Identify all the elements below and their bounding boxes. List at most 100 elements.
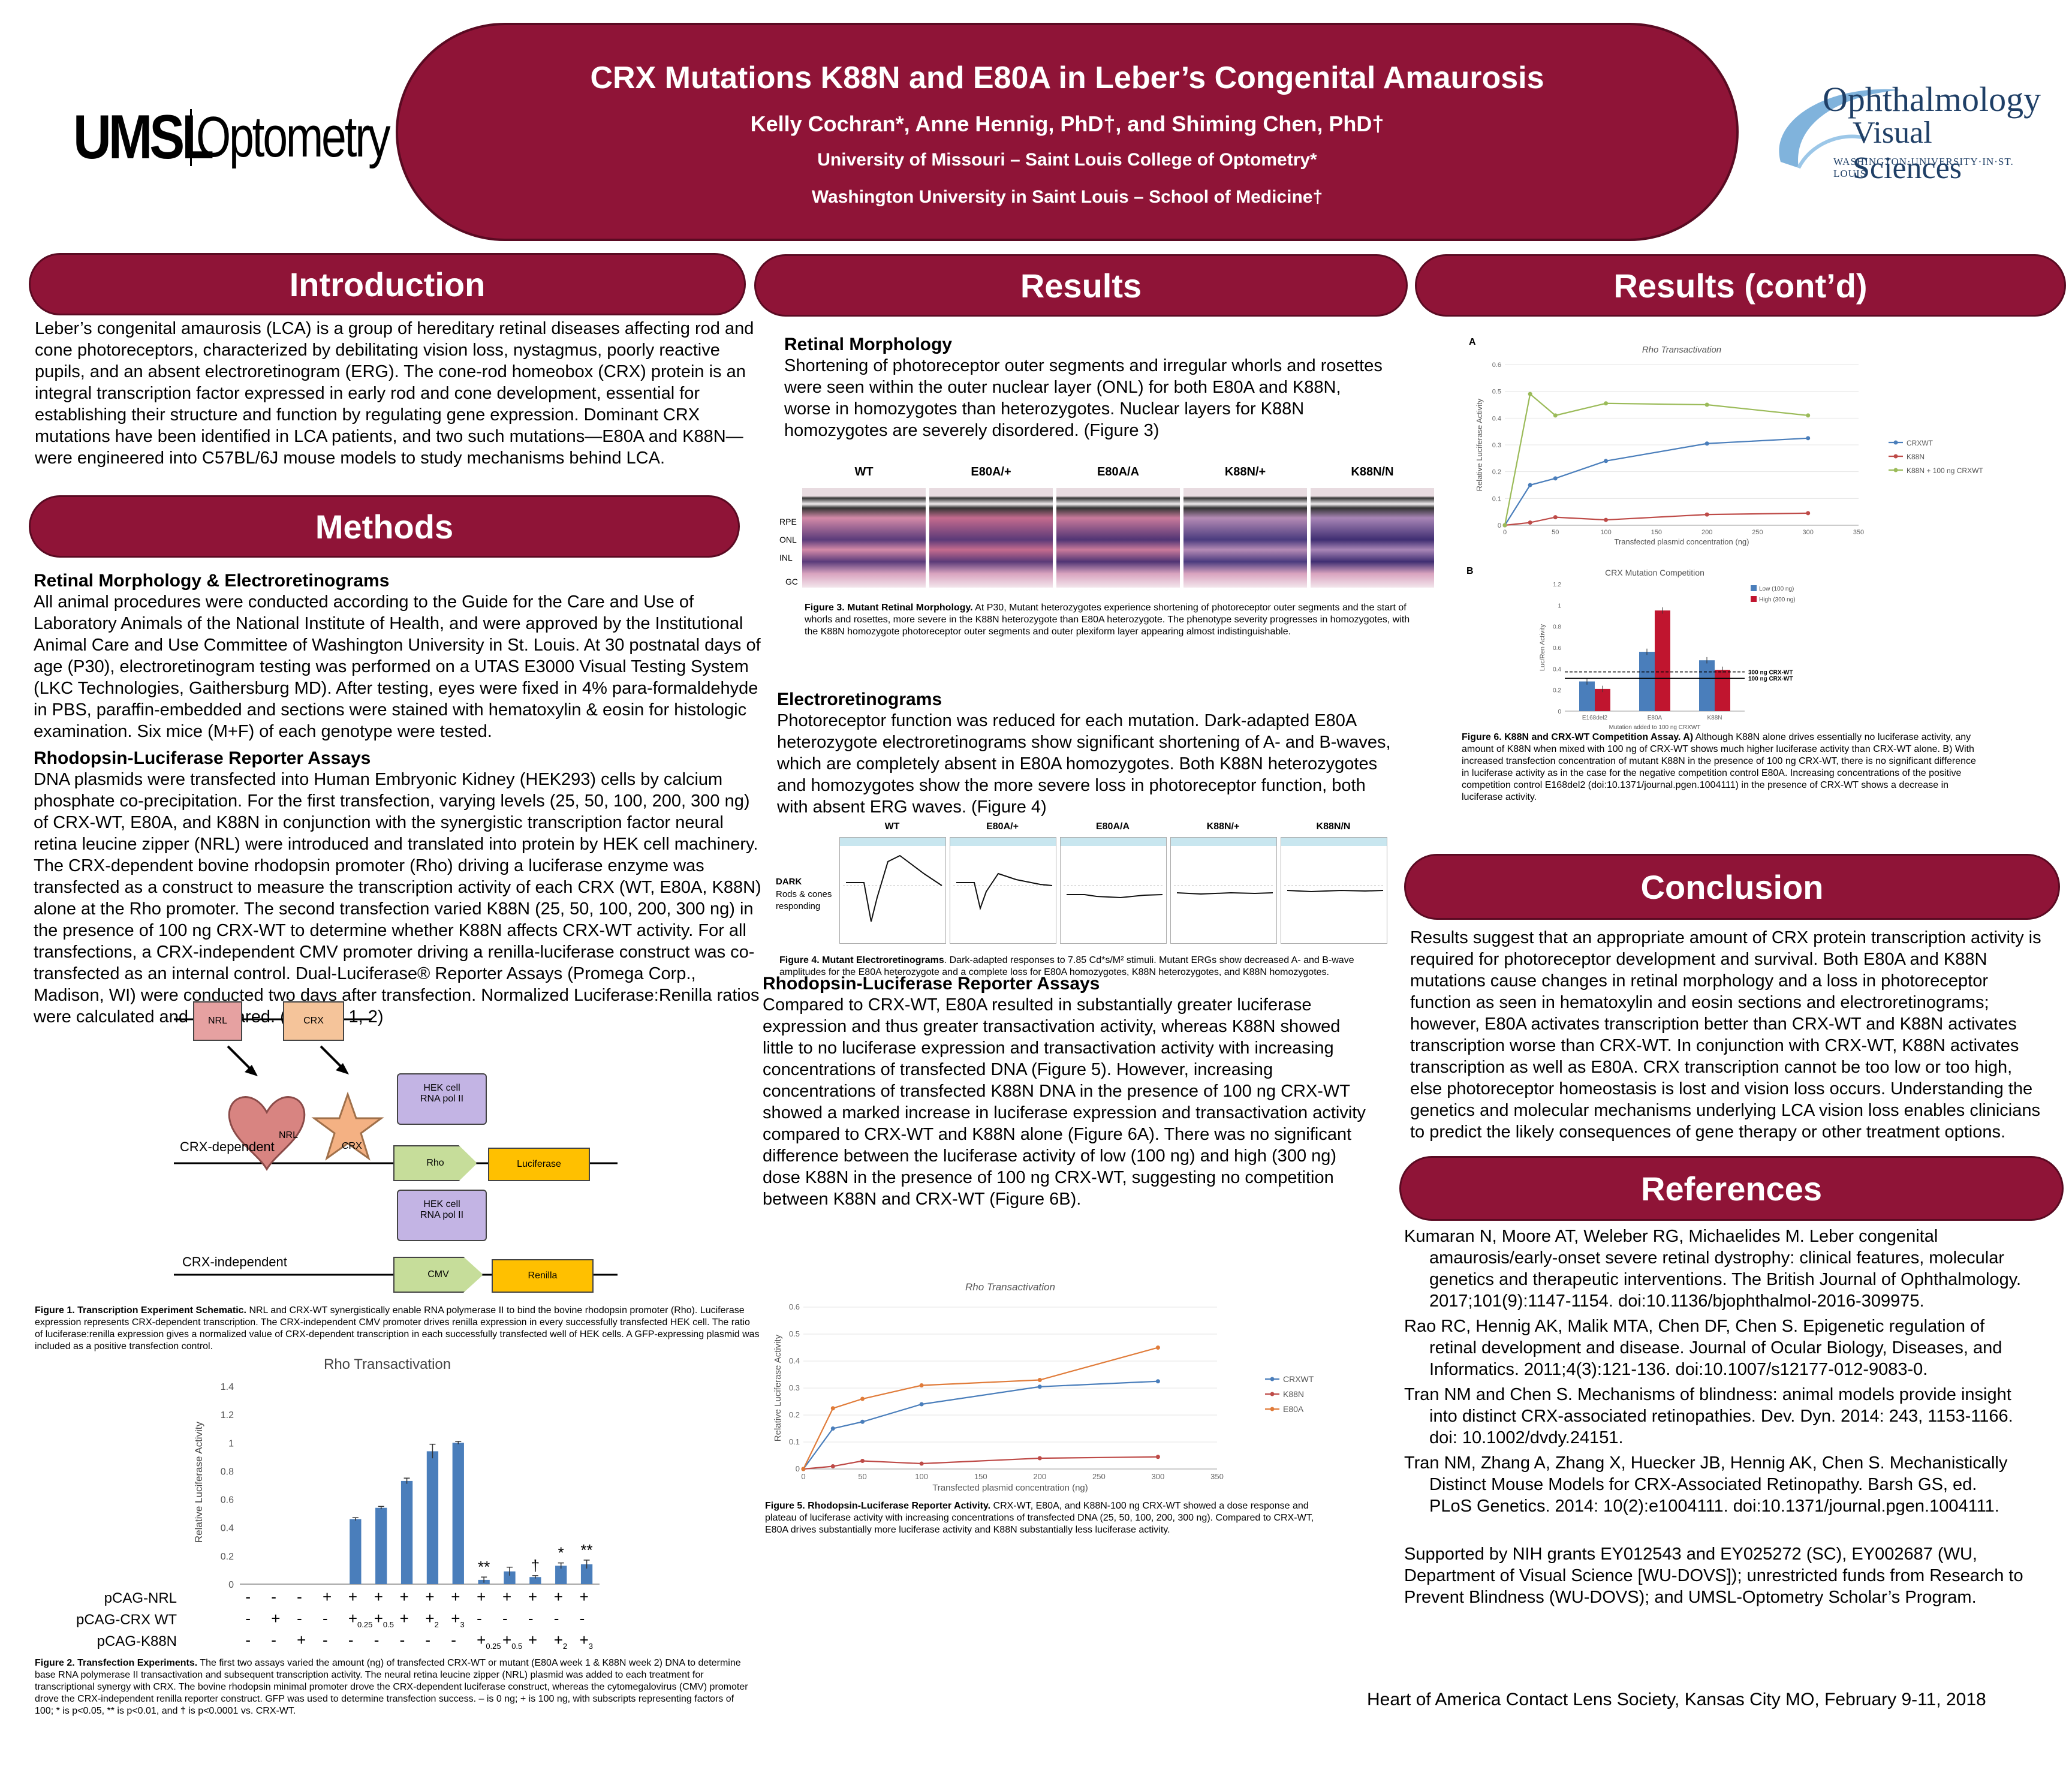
fig4-trace-header (1281, 838, 1387, 846)
fig2-significance-label: † (531, 1557, 540, 1575)
fig2-table-cell: + (579, 1588, 589, 1606)
fig4-column-label: K88N/N (1316, 821, 1351, 832)
chart-legend-label: CRXWT (1283, 1374, 1314, 1384)
fig2-table-cell: + (528, 1588, 538, 1606)
chart-point (801, 1467, 806, 1471)
chart-legend-marker (1270, 1407, 1275, 1411)
chart-x-tick: 300 (1803, 529, 1814, 536)
fig4-column-label: E80A/A (1095, 821, 1130, 832)
chart-legend-label: K88N (1283, 1389, 1304, 1399)
fig6-panel-b-label: B (1466, 566, 1474, 576)
chart-y-tick: 0.3 (789, 1383, 800, 1392)
fig2-bar (400, 1480, 413, 1584)
chart-series-line (803, 1380, 1158, 1470)
chart-y-tick: 0.6 (789, 1302, 800, 1311)
fig4-column-label: WT (884, 821, 900, 832)
crx-independent-label: CRX-independent (182, 1254, 287, 1269)
chart-y-tick: 0.4 (789, 1356, 800, 1365)
fig3-histology-image (1311, 488, 1434, 588)
fig2-table-subscript: 2 (562, 1642, 568, 1651)
ovs-line3: WASHINGTON·UNIVERSITY·IN·ST. LOUIS (1833, 156, 2014, 179)
chart-point (830, 1426, 835, 1431)
fig2-table-cell: - (323, 1609, 328, 1627)
chart-point (830, 1464, 835, 1468)
chart-legend-label: High (300 ng) (1759, 597, 1796, 603)
fig2-table-cell: +2 (425, 1609, 439, 1630)
fig4-trace-line (956, 872, 1053, 911)
fig2-table-cell: +0.5 (374, 1609, 394, 1630)
intro-text: Leber’s congenital amaurosis (LCA) is a … (35, 319, 754, 468)
chart-y-tick: 0.3 (1492, 442, 1501, 449)
chart-legend-label: K88N (1907, 453, 1925, 461)
fig2-y-tick: 0.8 (221, 1467, 234, 1477)
chart-x-label: Transfected plasmid concentration (ng) (932, 1483, 1088, 1493)
fig2-table-cell: - (425, 1631, 431, 1649)
chart-bar (1715, 670, 1730, 711)
chart-legend-marker (1893, 454, 1898, 459)
chart-x-tick: 150 (1651, 529, 1662, 536)
chart-bar (1655, 610, 1670, 711)
fig4-erg-trace (950, 837, 1056, 944)
chart-legend-label: K88N + 100 ng CRXWT (1907, 466, 1983, 475)
figure-4: DARK Rods & cones responding WT E80A/+ E80… (773, 821, 1403, 947)
results-sub-3: Rhodopsin-Luciferase Reporter Assays (763, 974, 1100, 994)
chart-x-tick: 350 (1853, 529, 1864, 536)
ovs-logo: Ophthalmology Visual Sciences WASHINGTON… (1757, 72, 2044, 186)
results-reporter: Rhodopsin-Luciferase Reporter Assays Com… (763, 974, 1374, 1210)
fig2-table-subscript: 0.25 (357, 1620, 373, 1630)
methods-text-1: All animal procedures were conducted acc… (34, 592, 761, 741)
reference-item: Tran NM, Zhang A, Zhang X, Huecker JB, H… (1404, 1453, 2008, 1516)
fig2-table-cell: - (245, 1588, 251, 1606)
fig2-table-cell: + (374, 1588, 383, 1606)
chart-x-label: Transfected plasmid concentration (ng) (1615, 537, 1749, 546)
chart-point (1528, 520, 1532, 525)
chart-title: Rho Transactivation (965, 1281, 1055, 1293)
chart-legend-label: Low (100 ng) (1759, 586, 1794, 592)
chart-x-tick: 100 (915, 1472, 928, 1481)
fig2-table-cell: + (348, 1588, 358, 1606)
chart-point (919, 1383, 924, 1387)
figure-5: Rho Transactivation 0 0.1 0.2 0.3 0.4 0.5 0.6 0 5… (773, 1277, 1349, 1499)
results-sub-1: Retinal Morphology (784, 335, 952, 354)
chart-point (1704, 512, 1709, 517)
fig2-table-cell: + (271, 1609, 281, 1627)
results2-heading: Results (cont’d) (1415, 254, 2066, 317)
fig2-table-cell: + (323, 1588, 332, 1606)
fig2-bar (350, 1519, 362, 1584)
chart-y-tick: 0.1 (1492, 495, 1501, 502)
chart-point (1037, 1378, 1042, 1382)
chart-point (1155, 1379, 1160, 1384)
reference-item: Rao RC, Hennig AK, Malik MTA, Chen DF, C… (1404, 1317, 2002, 1379)
fig5-caption: Figure 5. Rhodopsin-Luciferase Reporter … (765, 1501, 1314, 1535)
references-heading: References (1399, 1156, 2064, 1221)
fig2-table-cell: +0.25 (477, 1631, 501, 1651)
figure-1: NRL CRX HEK cell RNA pol II NRL CRX CRX-… (168, 995, 767, 1295)
fig2-table-cell: +0.25 (348, 1609, 373, 1630)
fig4-erg-trace (839, 837, 946, 944)
chart-point (1037, 1384, 1042, 1389)
chart-point (1553, 476, 1558, 481)
fig2-table-cell: +2 (553, 1631, 568, 1651)
affiliation-1: University of Missouri – Saint Louis Col… (817, 150, 1317, 170)
umsl-logo-light: Optometry (196, 105, 391, 169)
fig2-table-cell: - (553, 1609, 559, 1627)
chart-x-tick: 350 (1210, 1472, 1224, 1481)
chart-point (1604, 459, 1609, 463)
poster-title: CRX Mutations K88N and E80A in Leber’s C… (590, 61, 1544, 95)
fig4-trace-line (1067, 894, 1163, 899)
fig2-y-tick: 1 (228, 1438, 234, 1449)
fig2-bar (426, 1451, 439, 1584)
crx-dependent-label: CRX-dependent (180, 1139, 275, 1154)
fig4-erg-trace (1281, 837, 1387, 944)
chart-legend-marker (1270, 1377, 1275, 1381)
references-list: Kumaran N, Moore AT, Weleber RG, Michael… (1404, 1226, 2022, 1521)
fig4-trace-header (1171, 838, 1276, 846)
figure-6b: CRX Mutation Competition 0 0.2 0.4 0.6 0.8 1 1.… (1463, 566, 2014, 734)
chart-point (1528, 483, 1532, 487)
conclusion-heading: Conclusion (1404, 854, 2060, 920)
reference-item: Kumaran N, Moore AT, Weleber RG, Michael… (1404, 1227, 2022, 1311)
title-banner: CRX Mutations K88N and E80A in Leber’s C… (396, 23, 1739, 241)
fig2-table: pCAG-NRL pCAG-CRX WT pCAG-K88N - - - + + + + + +… (76, 1588, 642, 1660)
fig3-layer-rpe: RPE (779, 517, 797, 526)
chart-y-tick: 0 (1558, 709, 1561, 715)
